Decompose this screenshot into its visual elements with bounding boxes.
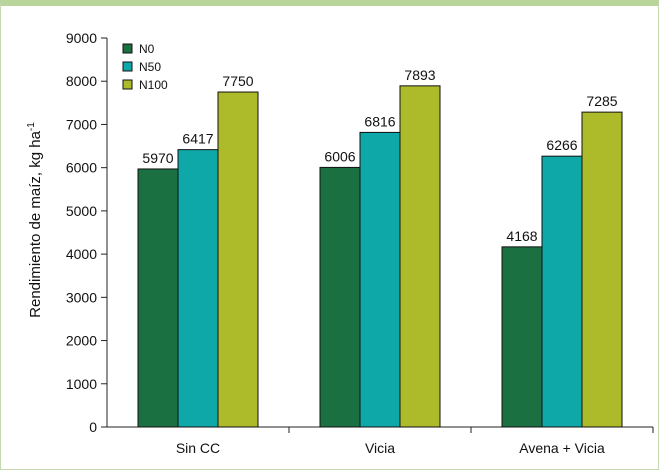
y-tick-label: 8000 — [66, 73, 97, 89]
legend-swatch-n0 — [122, 43, 133, 54]
y-tick-label: 0 — [89, 419, 97, 435]
bar-n50-2 — [541, 155, 583, 428]
bar-n0-2 — [501, 246, 543, 428]
x-category-label: Sin CC — [176, 440, 220, 456]
bar-n0-0 — [137, 168, 179, 428]
data-label: 6006 — [324, 148, 355, 164]
bar-n100-1 — [399, 85, 441, 428]
y-tick-label: 2000 — [66, 333, 97, 349]
bars: 5970 6417 7750 6006 6816 7893 4168 6266 7285 — [137, 67, 623, 428]
legend-label-n100: N100 — [139, 78, 168, 92]
legend-swatch-n50 — [122, 61, 133, 72]
y-tick-label: 9000 — [66, 30, 97, 46]
axes: 0 1000 2000 3000 4000 5000 6000 7000 8000 9000 Sin… — [66, 30, 654, 456]
legend-label-n0: N0 — [139, 42, 155, 56]
y-tick-label: 1000 — [66, 376, 97, 392]
data-label: 5970 — [142, 150, 173, 166]
bar-n0-1 — [319, 166, 361, 428]
bar-n100-0 — [217, 91, 259, 428]
data-label: 6816 — [364, 113, 395, 129]
y-axis-label-superscript: -1 — [26, 122, 37, 131]
legend-label-n50: N50 — [139, 60, 161, 74]
y-tick-label: 4000 — [66, 246, 97, 262]
data-label: 7750 — [222, 73, 253, 89]
legend-swatch-n100 — [122, 79, 133, 90]
data-label: 6417 — [182, 131, 213, 147]
legend: N0 N50 N100 — [122, 42, 168, 92]
y-axis-label: Rendimiento de maíz, kg ha-1 — [26, 122, 44, 318]
y-tick-label: 3000 — [66, 289, 97, 305]
data-label: 7893 — [404, 67, 435, 83]
x-category-label: Vicia — [365, 440, 395, 456]
y-tick-label: 5000 — [66, 203, 97, 219]
bar-n50-1 — [359, 131, 401, 428]
bar-n50-0 — [177, 149, 219, 428]
x-category-label: Avena + Vicia — [519, 440, 605, 456]
data-label: 4168 — [506, 228, 537, 244]
y-axis-label-text: Rendimiento de maíz, kg ha — [27, 130, 44, 317]
data-label: 6266 — [546, 137, 577, 153]
data-label: 7285 — [586, 93, 617, 109]
bar-chart: 0 1000 2000 3000 4000 5000 6000 7000 8000 9000 Sin… — [26, 30, 654, 456]
y-tick-label: 6000 — [66, 160, 97, 176]
bar-n100-2 — [581, 111, 623, 428]
y-tick-label: 7000 — [66, 116, 97, 132]
